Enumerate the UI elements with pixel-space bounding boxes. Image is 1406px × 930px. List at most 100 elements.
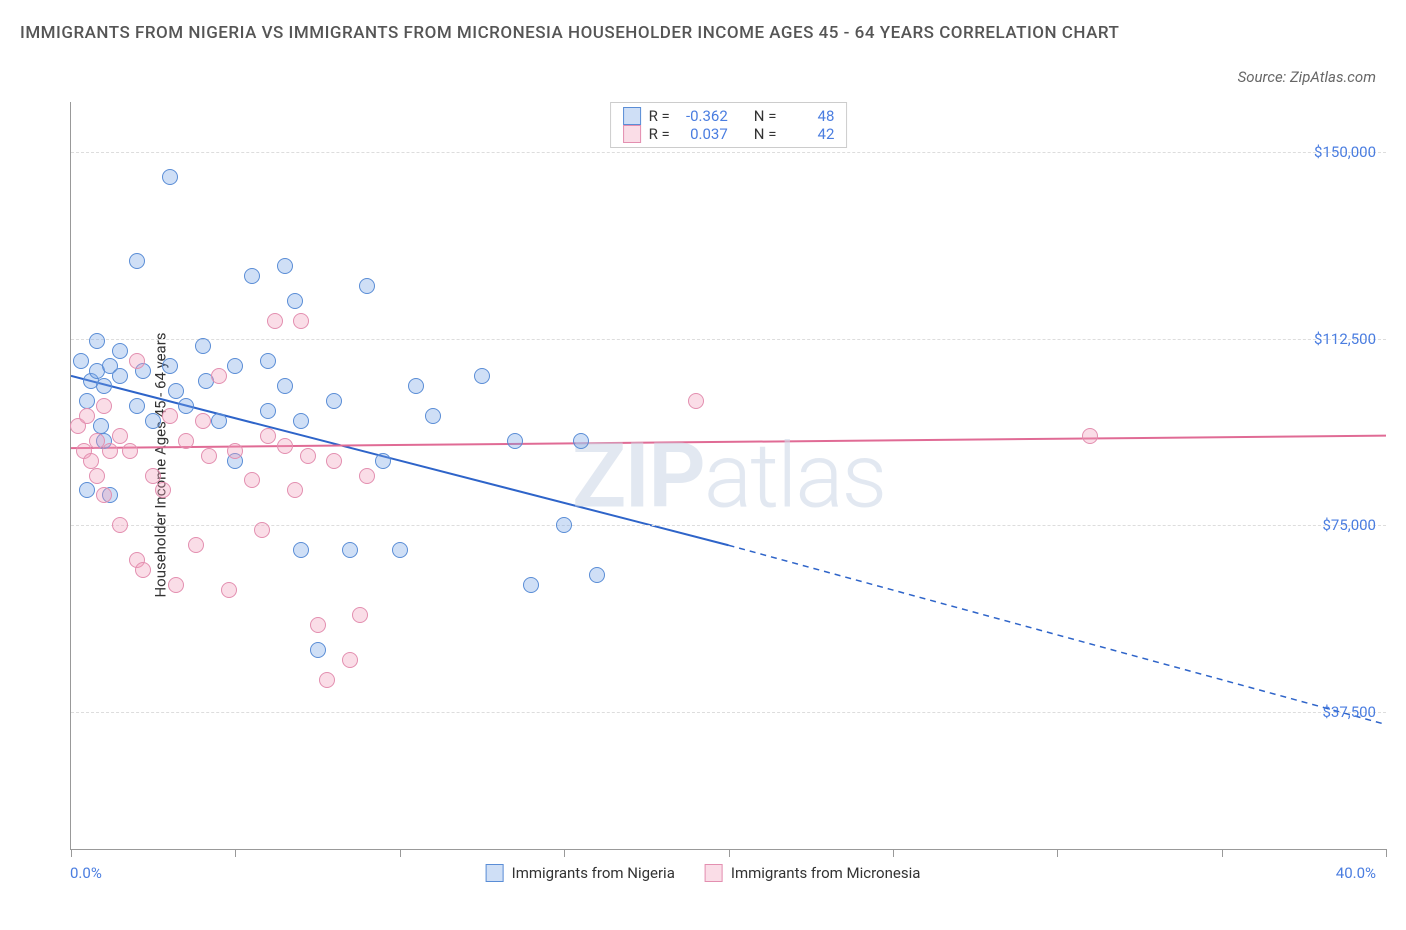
- scatter-point: [96, 398, 112, 414]
- y-tick-label: $75,000: [1322, 516, 1376, 534]
- scatter-point: [277, 258, 293, 274]
- y-tick-label: $150,000: [1314, 143, 1376, 161]
- scatter-point: [112, 428, 128, 444]
- x-tick: [564, 849, 565, 857]
- scatter-point: [227, 358, 243, 374]
- scatter-point: [162, 169, 178, 185]
- scatter-point: [122, 443, 138, 459]
- grid-line: [71, 339, 1386, 340]
- scatter-point: [589, 567, 605, 583]
- scatter-point: [112, 517, 128, 533]
- scatter-point: [178, 398, 194, 414]
- plot-area: ZIPatlas R =-0.362N =48R =0.037N =42 $37…: [70, 102, 1386, 850]
- grid-line: [71, 152, 1386, 153]
- scatter-point: [129, 353, 145, 369]
- scatter-point: [293, 413, 309, 429]
- scatter-point: [287, 293, 303, 309]
- y-tick-label: $37,500: [1322, 703, 1376, 721]
- scatter-point: [162, 358, 178, 374]
- scatter-point: [342, 542, 358, 558]
- scatter-point: [201, 448, 217, 464]
- scatter-point: [96, 487, 112, 503]
- grid-line: [71, 712, 1386, 713]
- scatter-point: [211, 368, 227, 384]
- stats-legend-row: R =-0.362N =48: [623, 107, 835, 125]
- scatter-point: [300, 448, 316, 464]
- trend-lines: [71, 102, 1386, 849]
- legend-swatch: [486, 864, 504, 882]
- scatter-point: [359, 468, 375, 484]
- scatter-point: [145, 468, 161, 484]
- x-tick: [235, 849, 236, 857]
- scatter-point: [352, 607, 368, 623]
- legend-item: Immigrants from Micronesia: [705, 864, 921, 882]
- scatter-point: [326, 393, 342, 409]
- scatter-point: [112, 343, 128, 359]
- x-axis-min-label: 0.0%: [70, 864, 102, 882]
- scatter-point: [145, 413, 161, 429]
- scatter-point: [89, 333, 105, 349]
- scatter-point: [227, 443, 243, 459]
- scatter-point: [277, 438, 293, 454]
- scatter-point: [293, 542, 309, 558]
- x-tick: [400, 849, 401, 857]
- scatter-point: [73, 353, 89, 369]
- scatter-point: [474, 368, 490, 384]
- scatter-point: [93, 418, 109, 434]
- legend-swatch: [623, 107, 641, 125]
- scatter-point: [359, 278, 375, 294]
- scatter-point: [89, 468, 105, 484]
- scatter-point: [287, 482, 303, 498]
- scatter-point: [168, 577, 184, 593]
- scatter-point: [178, 433, 194, 449]
- legend-swatch: [705, 864, 723, 882]
- scatter-point: [319, 672, 335, 688]
- scatter-point: [195, 413, 211, 429]
- scatter-point: [326, 453, 342, 469]
- scatter-point: [1082, 428, 1098, 444]
- scatter-point: [375, 453, 391, 469]
- scatter-point: [79, 408, 95, 424]
- scatter-point: [310, 642, 326, 658]
- scatter-point: [79, 393, 95, 409]
- scatter-point: [277, 378, 293, 394]
- scatter-point: [211, 413, 227, 429]
- scatter-point: [310, 617, 326, 633]
- scatter-point: [260, 403, 276, 419]
- scatter-point: [112, 368, 128, 384]
- scatter-point: [96, 378, 112, 394]
- scatter-point: [102, 443, 118, 459]
- x-tick: [893, 849, 894, 857]
- scatter-point: [129, 398, 145, 414]
- scatter-point: [573, 433, 589, 449]
- x-tick: [71, 849, 72, 857]
- scatter-point: [162, 408, 178, 424]
- scatter-point: [408, 378, 424, 394]
- x-axis-max-label: 40.0%: [1336, 864, 1376, 882]
- series-legend: Immigrants from Nigeria Immigrants from M…: [486, 864, 921, 882]
- scatter-point: [688, 393, 704, 409]
- scatter-point: [293, 313, 309, 329]
- scatter-point: [556, 517, 572, 533]
- scatter-point: [342, 652, 358, 668]
- legend-item: Immigrants from Nigeria: [486, 864, 675, 882]
- scatter-point: [244, 472, 260, 488]
- stats-legend: R =-0.362N =48R =0.037N =42: [610, 102, 848, 148]
- scatter-point: [260, 353, 276, 369]
- scatter-point: [392, 542, 408, 558]
- scatter-point: [168, 383, 184, 399]
- stats-legend-row: R =0.037N =42: [623, 125, 835, 143]
- chart-title: IMMIGRANTS FROM NIGERIA VS IMMIGRANTS FR…: [20, 20, 1120, 47]
- scatter-point: [267, 313, 283, 329]
- scatter-point: [260, 428, 276, 444]
- y-tick-label: $112,500: [1314, 330, 1376, 348]
- scatter-point: [221, 582, 237, 598]
- scatter-point: [244, 268, 260, 284]
- scatter-point: [188, 537, 204, 553]
- scatter-point: [254, 522, 270, 538]
- scatter-point: [135, 562, 151, 578]
- scatter-point: [507, 433, 523, 449]
- scatter-point: [83, 453, 99, 469]
- x-tick: [1057, 849, 1058, 857]
- scatter-point: [195, 338, 211, 354]
